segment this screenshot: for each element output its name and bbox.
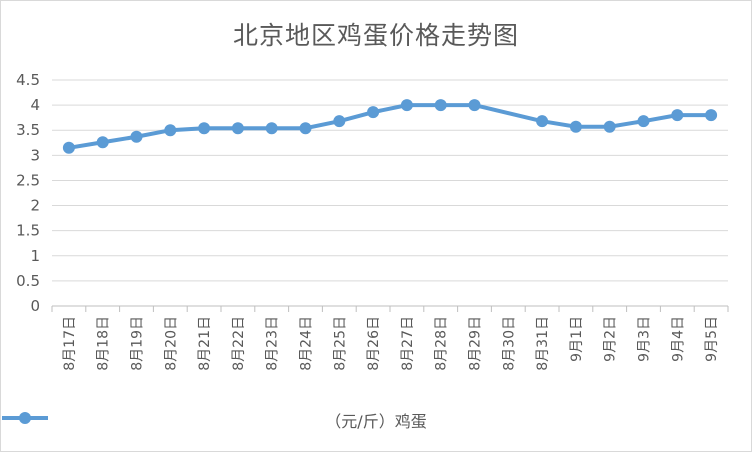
x-tick-label: 9月1日 [569,316,585,362]
data-point [198,122,211,135]
x-tick-label: 9月3日 [637,316,653,362]
x-tick-label: 9月4日 [670,316,686,362]
x-tick-label: 8月24日 [299,316,315,371]
data-point [468,99,481,112]
x-tick-label: 8月17日 [62,316,78,371]
y-tick-label: 0.5 [16,272,40,290]
data-point [705,109,718,122]
data-point [367,106,380,119]
x-tick-label: 8月31日 [535,316,551,371]
y-tick-label: 2.5 [16,171,40,189]
x-tick-label: 8月23日 [265,316,281,371]
x-tick-label: 8月28日 [434,316,450,371]
data-point [164,124,177,137]
x-tick-label: 8月21日 [197,316,213,371]
series-layer [62,99,718,154]
y-tick-label: 4.5 [16,71,40,89]
y-tick-label: 3 [30,146,40,164]
x-tick-label: 8月27日 [400,316,416,371]
chart-title: 北京地区鸡蛋价格走势图 [232,21,519,50]
data-point [96,136,109,149]
data-point [569,120,582,133]
data-point [130,130,143,143]
x-tick-label: 8月26日 [366,316,382,371]
legend-line-marker [2,412,48,424]
x-tick-label: 8月19日 [130,316,146,371]
x-tick-label: 8月30日 [501,316,517,371]
data-point [62,141,75,154]
data-point [265,122,278,135]
data-point [536,115,549,128]
legend-dot [19,412,31,424]
y-axis: 0 0.5 1 1.5 2 2.5 3 3.5 4 4.5 [16,71,40,315]
x-tick-label: 8月20日 [163,316,179,371]
y-tick-label: 2 [30,197,40,215]
gridlines [52,79,728,307]
legend: （元/斤）鸡蛋 [0,408,752,432]
data-point [333,115,346,128]
data-point [400,99,413,112]
x-tick-label: 8月22日 [231,316,247,371]
data-point [434,99,447,112]
y-tick-label: 4 [30,96,40,114]
data-point [637,115,650,128]
data-point [231,122,244,135]
x-tick-label: 8月25日 [332,316,348,371]
x-axis: 8月17日 8月18日 8月19日 8月20日 8月21日 8月22日 8月23日 8月24日… [51,306,729,371]
x-tick-label: 8月29日 [468,316,484,371]
x-tick-label: 9月2日 [603,316,619,362]
y-tick-label: 1.5 [16,222,40,240]
data-point [671,109,684,122]
data-point [299,122,312,135]
y-tick-label: 1 [30,247,40,265]
x-tick-label: 8月18日 [96,316,112,371]
y-tick-label: 3.5 [16,121,40,139]
data-point [603,120,616,133]
legend-label: （元/斤）鸡蛋 [325,412,427,431]
y-tick-label: 0 [30,297,40,315]
x-tick-label: 9月5日 [704,316,720,362]
